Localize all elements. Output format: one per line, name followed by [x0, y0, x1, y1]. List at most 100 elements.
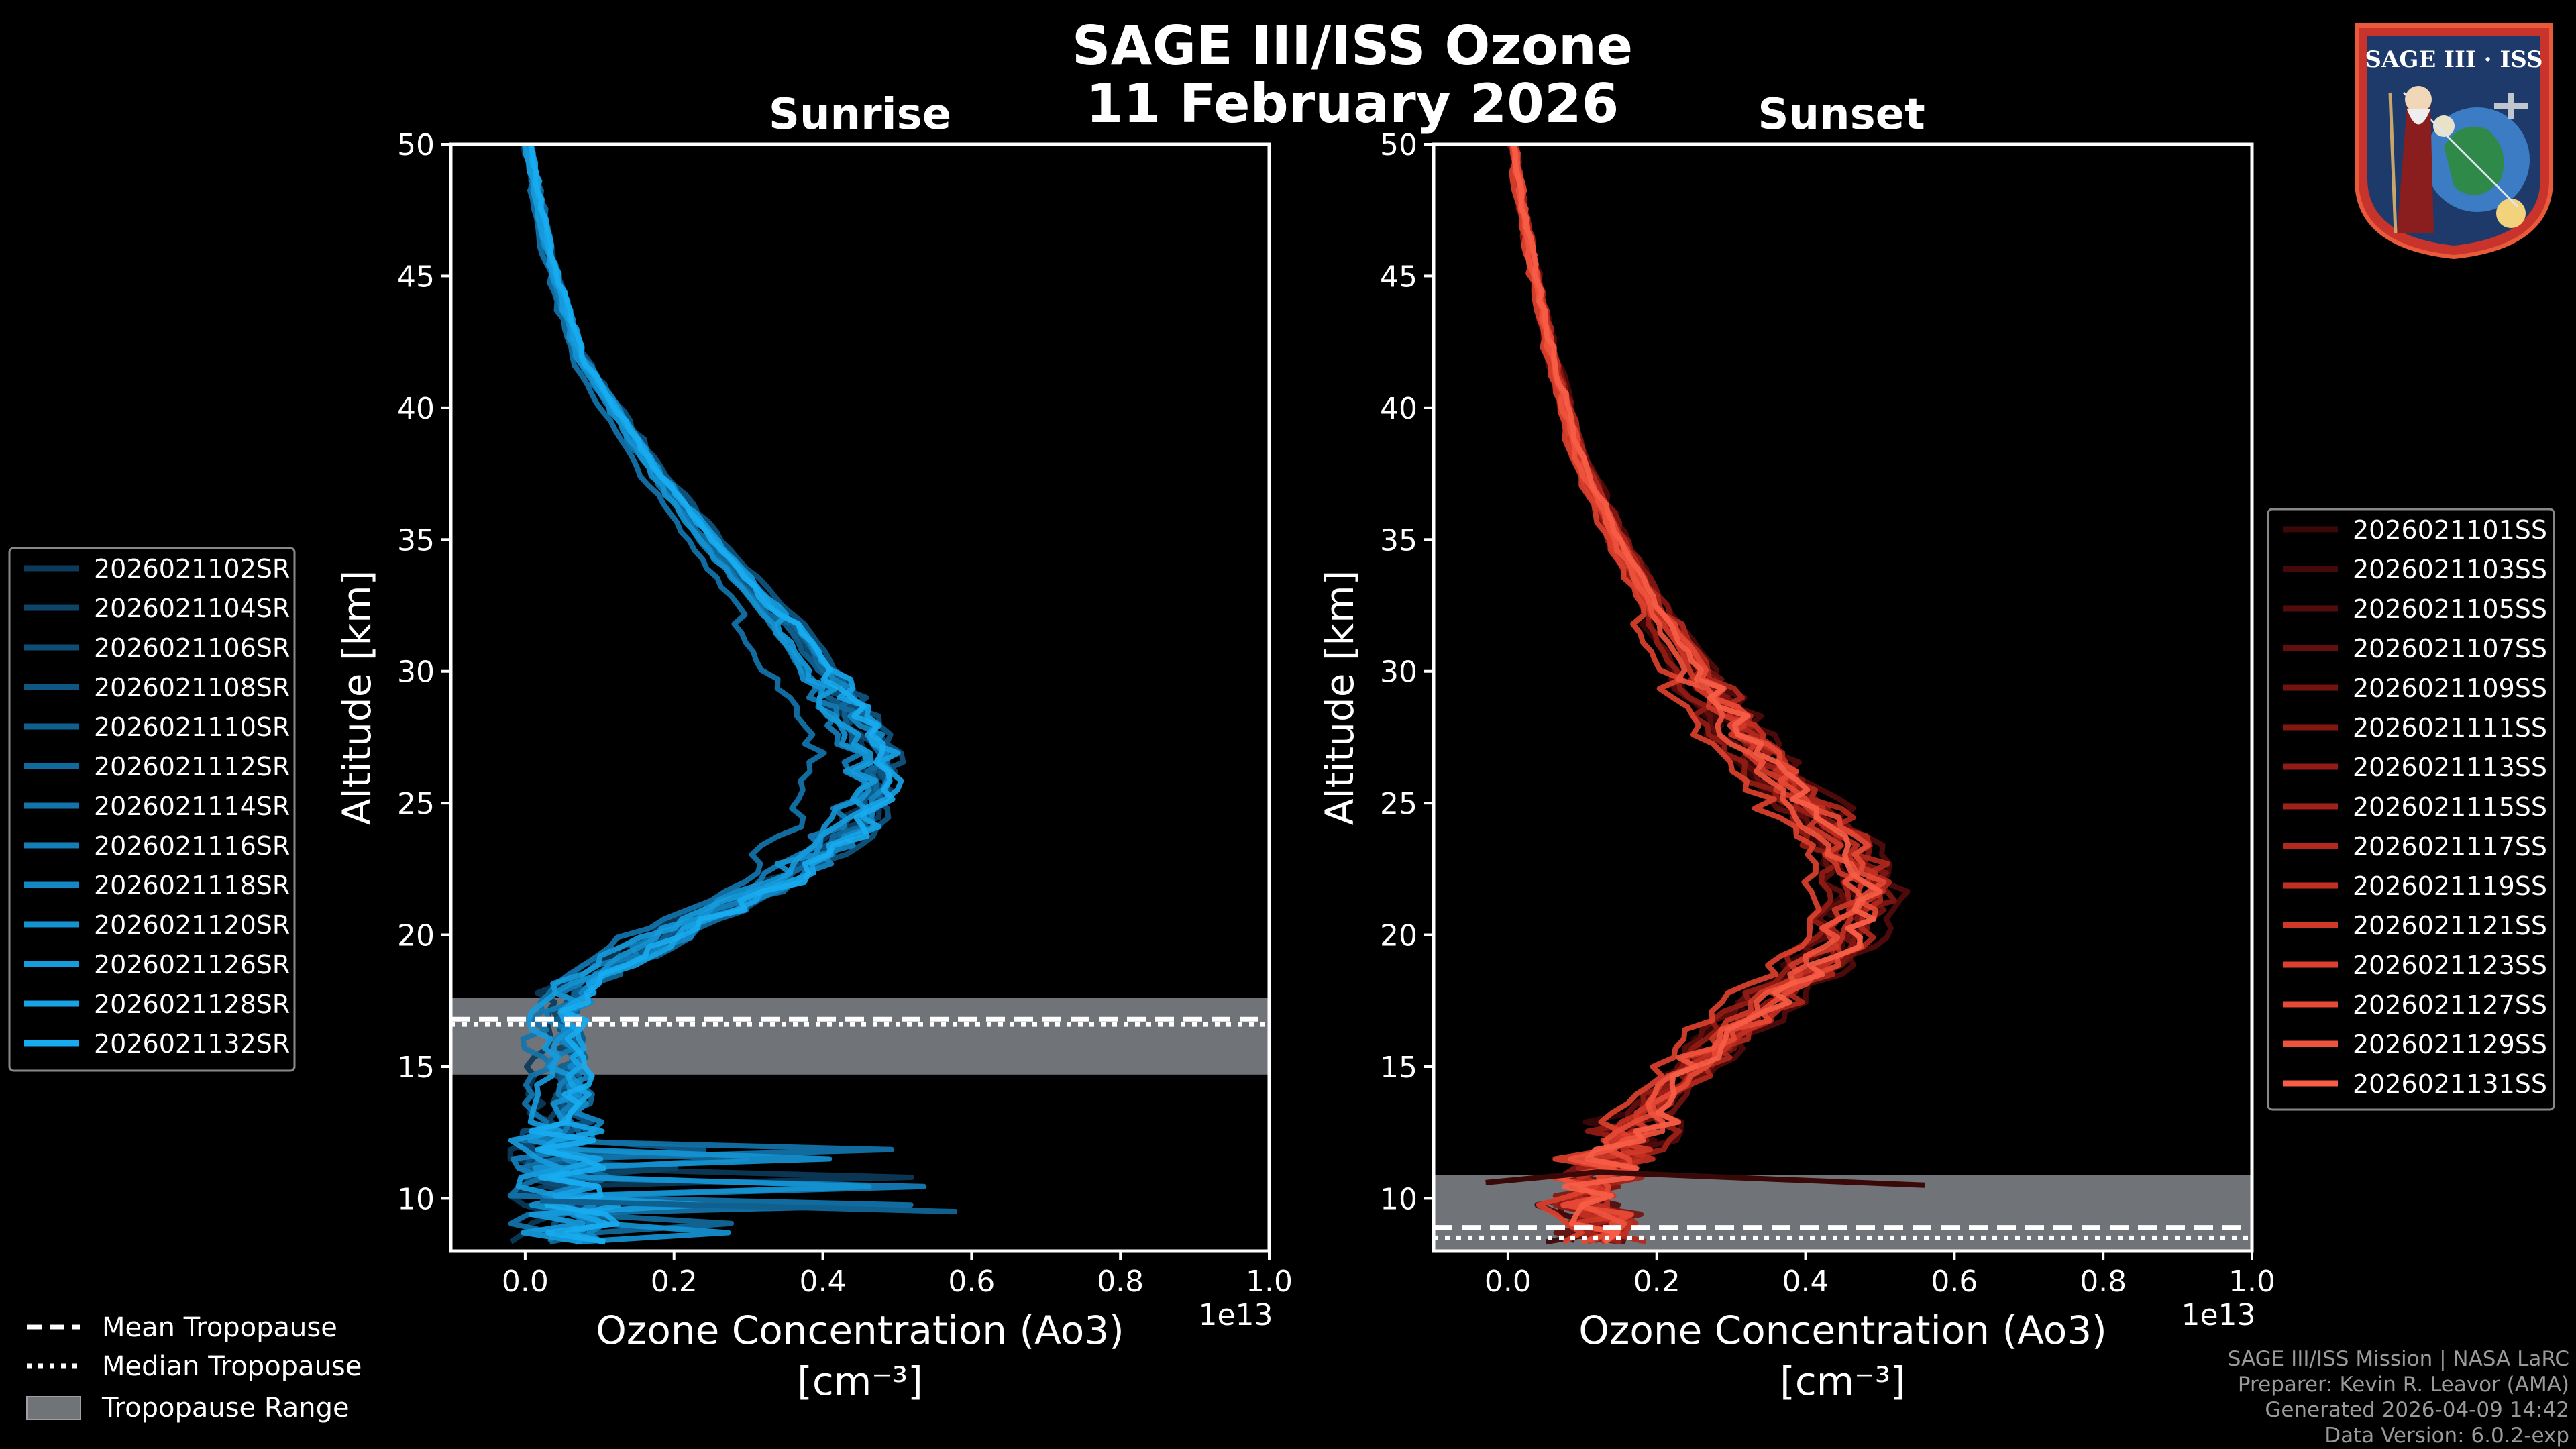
footer-line-generated: Generated 2026-04-09 14:42 — [2265, 1398, 2569, 1422]
legend-label-2026021132SR: 2026021132SR — [94, 1029, 290, 1059]
y-tick-label: 15 — [1380, 1051, 1417, 1085]
logo-text: SAGE III · ISS — [2365, 46, 2542, 73]
profile-lines — [1485, 144, 1925, 1245]
legend-label-2026021105SS: 2026021105SS — [2353, 594, 2547, 624]
legend-label-2026021101SS: 2026021101SS — [2353, 515, 2547, 545]
y-axis-label: Altitude [km] — [1317, 570, 1362, 825]
x-axis-unit: [cm⁻³] — [1780, 1358, 1906, 1404]
legend-label-2026021107SS: 2026021107SS — [2353, 634, 2547, 663]
legend-label-2026021123SS: 2026021123SS — [2353, 951, 2547, 980]
y-tick-label: 30 — [397, 655, 435, 690]
x-tick-label: 0.6 — [948, 1265, 995, 1299]
legend-label-2026021128SR: 2026021128SR — [94, 989, 290, 1019]
legend-label-2026021104SR: 2026021104SR — [94, 594, 290, 623]
profile-line-2026021131SS — [1511, 144, 1883, 1244]
y-tick-label: 20 — [397, 919, 435, 953]
x-tick-label: 0.4 — [1782, 1265, 1829, 1299]
y-axis-label: Altitude [km] — [334, 570, 380, 825]
legend-label-2026021108SR: 2026021108SR — [94, 673, 290, 702]
footer: SAGE III/ISS Mission | NASA LaRC Prepare… — [2228, 1347, 2569, 1448]
x-tick-label: 0.8 — [2080, 1265, 2127, 1299]
x-scale-offset: 1e13 — [1198, 1298, 1273, 1332]
legend-tropopause: Mean Tropopause Median Tropopause Tropop… — [26, 1312, 362, 1424]
x-axis-label: Ozone Concentration (Ao3) — [596, 1307, 1124, 1353]
y-tick-label: 35 — [397, 523, 435, 557]
plot-frame — [1432, 142, 2254, 1253]
legend-label-2026021115SS: 2026021115SS — [2353, 792, 2547, 822]
y-tick-label: 15 — [397, 1051, 435, 1085]
x-tick-label: 0.0 — [1485, 1265, 1532, 1299]
x-tick-label: 0.0 — [502, 1265, 549, 1299]
profile-line-2026021114SR — [507, 144, 914, 1243]
y-tick-label: 50 — [1380, 128, 1417, 162]
profile-spike-sunset — [1485, 1169, 1925, 1188]
panel-sunset: 0.0 0.2 0.4 0.6 0.8 1.0 10 15 20 25 30 35 40 45 50 Suns… — [1317, 90, 2275, 1404]
legend-median-label: Median Tropopause — [102, 1351, 362, 1382]
tropopause-range-band — [451, 998, 1269, 1075]
legend-label-2026021127SS: 2026021127SS — [2353, 990, 2547, 1020]
y-tick-label: 45 — [397, 260, 435, 294]
legend-label-2026021121SS: 2026021121SS — [2353, 911, 2547, 941]
y-tick-label: 30 — [1380, 655, 1417, 690]
x-scale-offset: 1e13 — [2181, 1298, 2255, 1332]
legend-label-2026021103SS: 2026021103SS — [2353, 555, 2547, 584]
x-tick-label: 1.0 — [2229, 1265, 2275, 1299]
footer-line-preparer: Preparer: Kevin R. Leavor (AMA) — [2238, 1373, 2569, 1397]
legend-label-2026021112SR: 2026021112SR — [94, 752, 290, 782]
legend-sunset: 2026021101SS 2026021103SS 2026021105SS 2026… — [2267, 508, 2555, 1111]
y-tick-label: 40 — [397, 392, 435, 426]
legend-label-2026021102SR: 2026021102SR — [94, 554, 290, 584]
legend-label-2026021111SS: 2026021111SS — [2353, 713, 2547, 743]
profile-line-2026021132SR — [528, 144, 896, 1245]
legend-label-2026021131SS: 2026021131SS — [2353, 1069, 2547, 1099]
profile-line-2026021109SS — [1509, 144, 1887, 1244]
x-axis-unit: [cm⁻³] — [797, 1358, 923, 1404]
x-tick-label: 0.4 — [800, 1265, 847, 1299]
profile-spike-sunrise — [539, 1198, 957, 1215]
profile-line-2026021107SS — [1509, 144, 1847, 1245]
x-tick-label: 0.6 — [1931, 1265, 1978, 1299]
legend-label-2026021118SR: 2026021118SR — [94, 871, 290, 900]
panel-title: Sunset — [1758, 90, 1925, 140]
legend-label-2026021129SS: 2026021129SS — [2353, 1030, 2547, 1059]
plot-frame — [449, 142, 1271, 1253]
legend-range-swatch — [26, 1396, 81, 1420]
legend-label-2026021106SR: 2026021106SR — [94, 633, 290, 663]
figure-title-line1: SAGE III/ISS Ozone — [1072, 15, 1633, 77]
y-tick-label: 10 — [397, 1182, 435, 1216]
legend-sunset-frame — [2267, 508, 2555, 1111]
legend-label-2026021117SS: 2026021117SS — [2353, 832, 2547, 861]
legend-sunrise: 2026021102SR 2026021104SR 2026021106SR 2026… — [8, 547, 296, 1072]
legend-sunrise-frame — [8, 547, 296, 1072]
sage-iss-logo: SAGE III · ISS — [2355, 23, 2553, 260]
legend-label-2026021109SS: 2026021109SS — [2353, 674, 2547, 703]
footer-line-version: Data Version: 6.0.2-exp — [2324, 1424, 2569, 1448]
profile-line-2026021117SS — [1512, 144, 1892, 1245]
x-tick-label: 0.2 — [1633, 1265, 1680, 1299]
profile-lines — [507, 144, 957, 1245]
x-axis-label: Ozone Concentration (Ao3) — [1578, 1307, 2107, 1353]
y-tick-label: 20 — [1380, 919, 1417, 953]
legend-label-2026021116SR: 2026021116SR — [94, 831, 290, 861]
footer-line-mission: SAGE III/ISS Mission | NASA LaRC — [2228, 1347, 2569, 1371]
panel-sunrise: 0.0 0.2 0.4 0.6 0.8 1.0 10 15 20 25 30 35 40 45 50 Sunr… — [334, 90, 1293, 1404]
x-tick-label: 0.8 — [1097, 1265, 1144, 1299]
y-tick-label: 50 — [397, 128, 435, 162]
y-tick-label: 45 — [1380, 260, 1417, 294]
legend-range-label: Tropopause Range — [101, 1393, 350, 1424]
y-tick-label: 35 — [1380, 523, 1417, 557]
legend-label-2026021114SR: 2026021114SR — [94, 792, 290, 821]
y-tick-label: 25 — [1380, 787, 1417, 821]
y-tick-label: 10 — [1380, 1182, 1417, 1216]
legend-mean-label: Mean Tropopause — [102, 1312, 337, 1343]
legend-label-2026021110SR: 2026021110SR — [94, 712, 290, 742]
y-tick-label: 40 — [1380, 392, 1417, 426]
legend-label-2026021120SR: 2026021120SR — [94, 910, 290, 940]
legend-label-2026021126SR: 2026021126SR — [94, 950, 290, 979]
figure-title-line2: 11 February 2026 — [1086, 72, 1619, 135]
legend-label-2026021113SS: 2026021113SS — [2353, 753, 2547, 782]
legend-label-2026021119SS: 2026021119SS — [2353, 871, 2547, 901]
y-tick-label: 25 — [397, 787, 435, 821]
x-tick-label: 0.2 — [651, 1265, 698, 1299]
